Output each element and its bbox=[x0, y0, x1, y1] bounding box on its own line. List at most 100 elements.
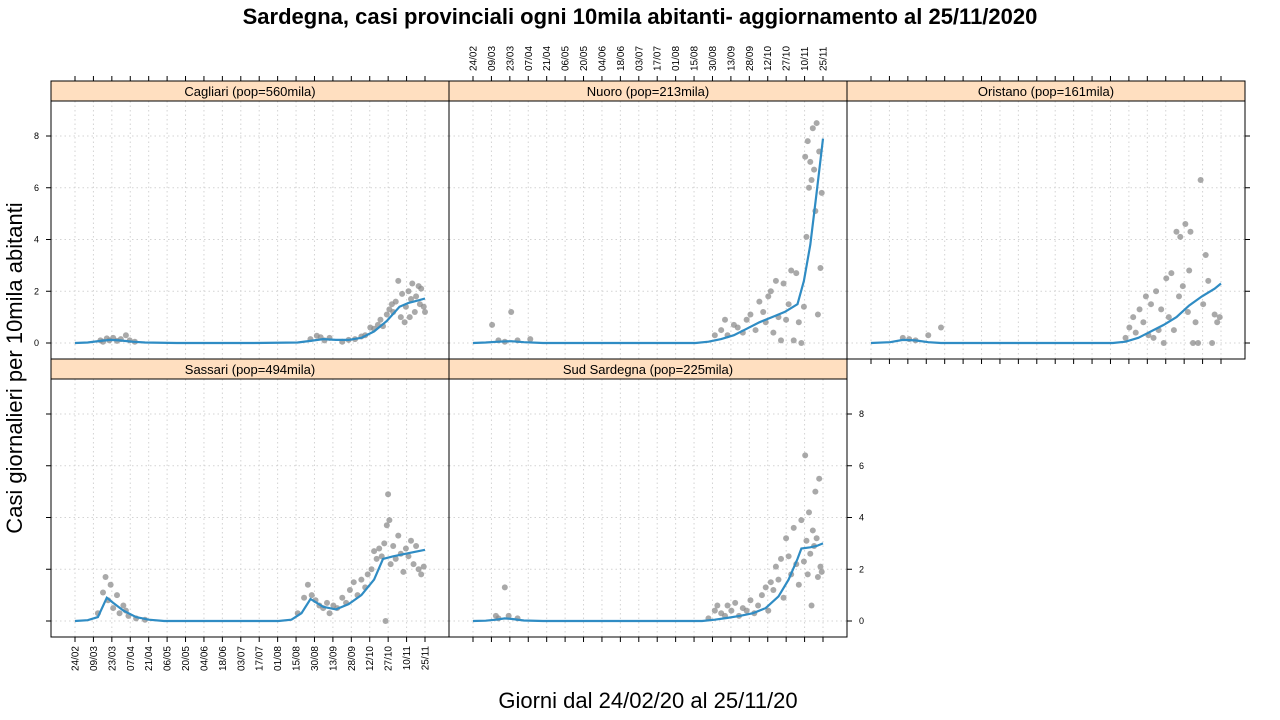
data-point bbox=[806, 184, 812, 191]
data-point bbox=[1165, 314, 1172, 321]
data-point bbox=[401, 319, 408, 326]
data-point bbox=[1179, 283, 1186, 290]
data-point bbox=[814, 574, 821, 581]
data-point bbox=[399, 290, 406, 297]
data-point bbox=[387, 561, 394, 568]
data-point bbox=[392, 298, 399, 305]
data-point bbox=[386, 517, 393, 524]
data-point bbox=[809, 125, 816, 132]
data-point bbox=[505, 612, 512, 619]
data-point bbox=[755, 602, 762, 609]
data-point bbox=[1132, 329, 1139, 336]
data-point bbox=[790, 337, 797, 344]
data-point bbox=[326, 610, 333, 617]
panel-border bbox=[50, 378, 450, 638]
data-point bbox=[767, 579, 774, 586]
x-tick-label: 25/11 bbox=[421, 646, 432, 671]
data-point bbox=[400, 568, 407, 575]
data-point bbox=[788, 267, 795, 274]
data-point bbox=[1136, 306, 1143, 313]
data-point bbox=[814, 311, 821, 318]
y-tick-label: 6 bbox=[34, 183, 39, 193]
data-point bbox=[1195, 340, 1202, 346]
data-point bbox=[743, 316, 750, 323]
x-ticks bbox=[472, 637, 824, 642]
data-point bbox=[422, 308, 428, 315]
data-point bbox=[747, 597, 754, 604]
x-tick-label: 09/03 bbox=[487, 46, 498, 71]
data-point bbox=[752, 327, 759, 334]
y-tick-label: 4 bbox=[34, 235, 39, 245]
data-point bbox=[800, 558, 807, 565]
data-point bbox=[770, 329, 777, 336]
x-tick-label: 21/04 bbox=[542, 46, 553, 71]
data-point bbox=[817, 264, 824, 271]
data-point bbox=[808, 602, 815, 609]
data-point bbox=[809, 527, 816, 534]
data-point bbox=[339, 594, 346, 601]
y-ticks: 0 2 4 6 8 bbox=[847, 409, 864, 626]
data-point bbox=[1130, 314, 1137, 321]
data-point bbox=[1184, 308, 1191, 315]
data-point bbox=[1150, 334, 1157, 341]
y-tick-label: 2 bbox=[859, 564, 864, 574]
x-tick-label: 13/09 bbox=[328, 646, 339, 671]
data-point bbox=[411, 308, 418, 315]
data-point bbox=[762, 584, 769, 591]
data-point bbox=[107, 581, 114, 588]
data-point bbox=[767, 288, 774, 295]
x-tick-label: 23/03 bbox=[505, 46, 516, 71]
data-point bbox=[350, 579, 357, 586]
data-point bbox=[122, 332, 129, 339]
x-tick-label: 20/05 bbox=[579, 46, 590, 71]
data-point bbox=[798, 517, 805, 524]
y-ticks bbox=[46, 413, 51, 622]
x-tick-label: 12/10 bbox=[365, 646, 376, 671]
x-tick-label: 28/09 bbox=[745, 46, 756, 71]
data-point bbox=[410, 561, 417, 568]
data-point bbox=[1211, 311, 1218, 318]
data-point bbox=[785, 301, 792, 308]
data-point bbox=[780, 280, 787, 287]
data-point bbox=[724, 602, 731, 609]
data-point bbox=[812, 488, 819, 495]
data-point bbox=[813, 535, 820, 542]
data-point bbox=[743, 607, 750, 614]
trend-line bbox=[472, 138, 825, 345]
data-point bbox=[120, 602, 127, 609]
data-point bbox=[1142, 293, 1149, 300]
x-tick-label: 20/05 bbox=[181, 646, 192, 671]
data-point bbox=[783, 535, 790, 542]
data-point bbox=[527, 336, 534, 343]
data-point bbox=[1173, 228, 1180, 235]
data-point bbox=[301, 594, 308, 601]
x-tick-label: 06/05 bbox=[561, 46, 572, 71]
data-point bbox=[508, 308, 515, 315]
data-point bbox=[802, 452, 809, 459]
data-point bbox=[308, 592, 315, 599]
x-tick-label: 03/07 bbox=[634, 46, 645, 71]
strip-label: Sud Sardegna (pop=225mila) bbox=[563, 362, 733, 377]
trend-line bbox=[74, 548, 426, 623]
data-point bbox=[390, 542, 397, 549]
data-point bbox=[382, 618, 389, 624]
data-point bbox=[420, 563, 427, 570]
x-tick-label: 10/11 bbox=[800, 46, 811, 71]
data-point bbox=[405, 288, 412, 295]
data-point bbox=[793, 270, 800, 277]
data-point bbox=[1190, 340, 1196, 346]
grid bbox=[847, 101, 1245, 359]
points bbox=[899, 176, 1223, 346]
data-point bbox=[406, 314, 413, 321]
panel-border bbox=[846, 100, 1246, 360]
y-tick-label: 8 bbox=[859, 409, 864, 419]
data-point bbox=[711, 607, 718, 614]
strip-label: Sassari (pop=494mila) bbox=[185, 362, 315, 377]
trend-line bbox=[472, 542, 824, 623]
panels-layer: Cagliari (pop=560mila) 0 2 4 6 8 Nuoro (pop=21… bbox=[34, 46, 1250, 671]
data-point bbox=[1163, 275, 1170, 282]
x-tick-label: 27/10 bbox=[782, 46, 793, 71]
data-point bbox=[783, 316, 790, 323]
panel-1: Nuoro (pop=213mila)24/02 09/03 23/03 07/04 2… bbox=[448, 46, 848, 360]
data-point bbox=[807, 158, 814, 165]
